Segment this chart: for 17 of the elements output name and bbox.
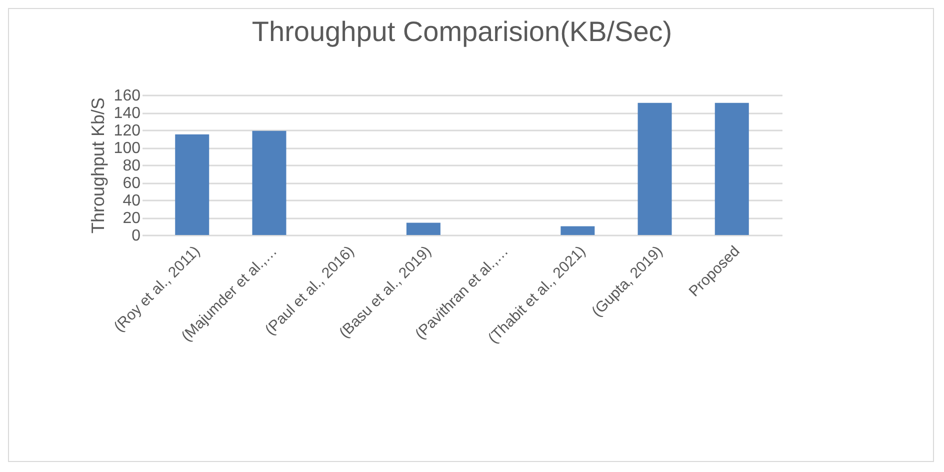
y-tick-label: 20 <box>122 210 141 227</box>
y-tick-label: 100 <box>114 140 141 157</box>
bar <box>406 222 440 235</box>
bar <box>252 130 286 235</box>
y-tick-label: 120 <box>114 122 141 140</box>
bar <box>714 102 749 235</box>
y-tick-label: 60 <box>122 175 141 192</box>
y-tick-label: 0 <box>132 228 141 244</box>
chart-title: Throughput Comparision(KB/Sec) <box>252 16 672 47</box>
y-tick-label: 160 <box>114 88 141 104</box>
bar <box>560 226 595 235</box>
y-tick-label: 140 <box>114 105 141 122</box>
y-tick-label: 40 <box>122 192 141 210</box>
y-tick-label: 80 <box>122 158 141 174</box>
bar <box>175 134 210 235</box>
bar <box>638 102 672 235</box>
y-axis-title: Throughput Kb/S <box>88 97 108 234</box>
